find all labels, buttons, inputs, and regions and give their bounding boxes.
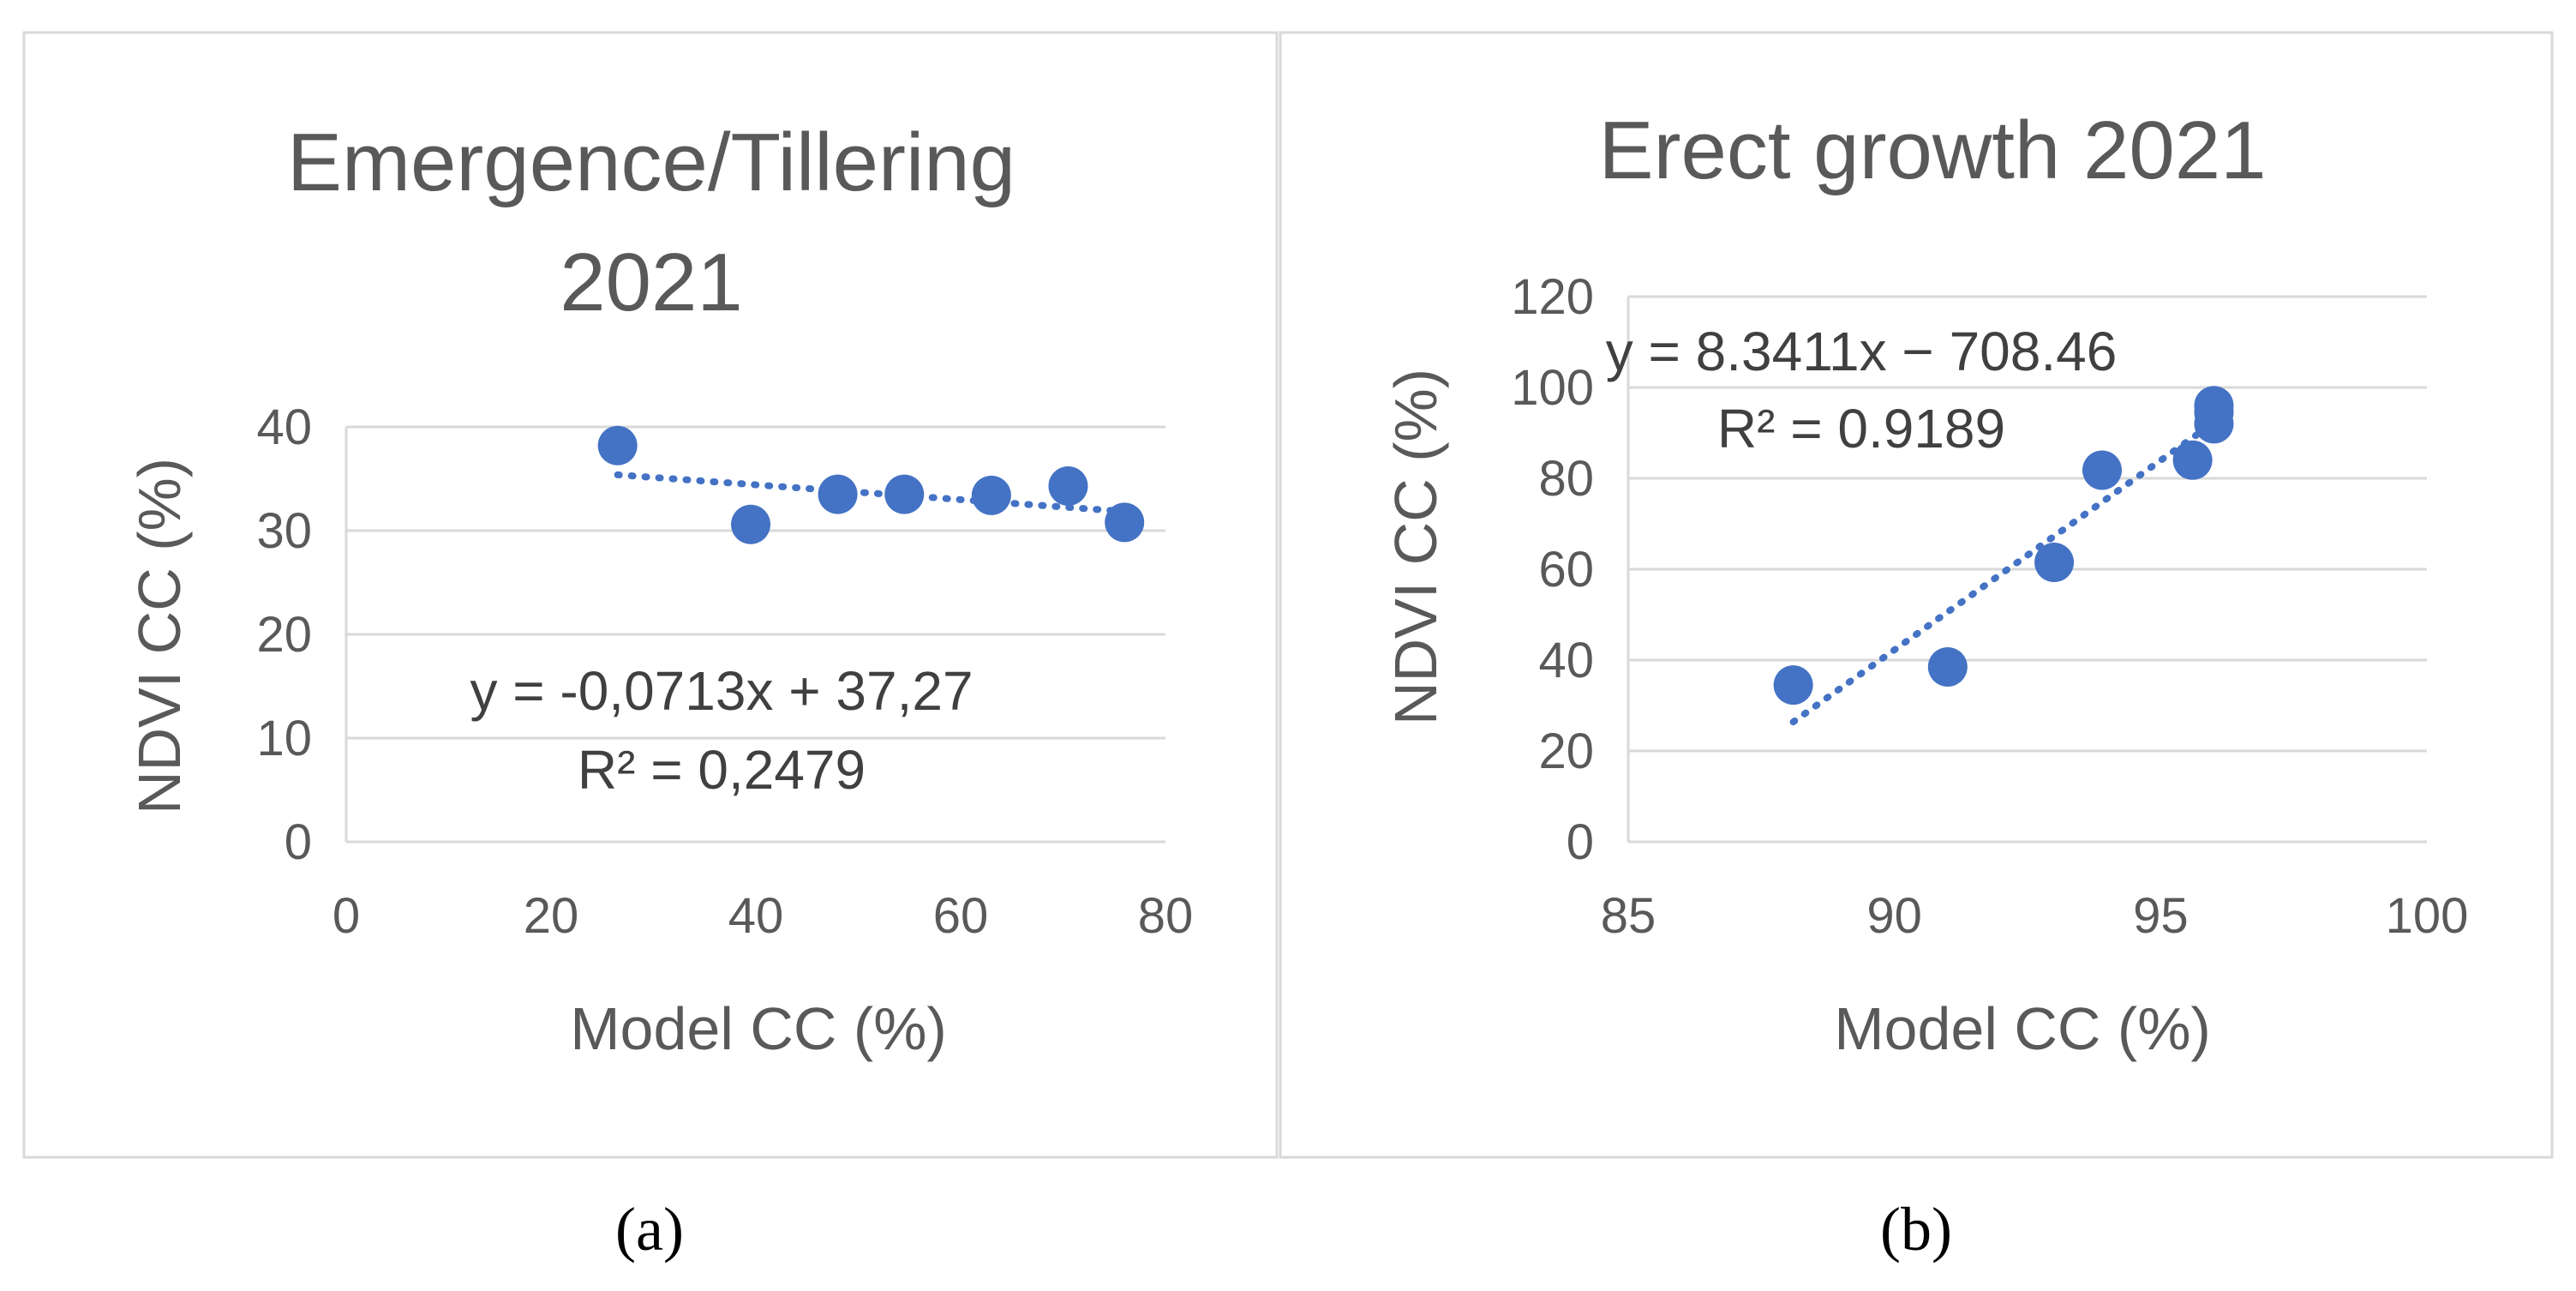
caption-b: (b) — [1880, 1195, 1952, 1264]
data-point-b-7 — [2194, 386, 2234, 426]
y-tick-label-b-2: 40 — [1538, 633, 1594, 688]
y-tick-label-a-3: 30 — [256, 503, 312, 559]
chart-frame-b — [1279, 31, 2554, 1159]
trendline-a — [614, 471, 1129, 515]
trendline-b — [1789, 418, 2218, 726]
x-tick-label-b-1: 90 — [1866, 888, 1922, 944]
caption-a: (a) — [615, 1195, 684, 1264]
data-point-a-4 — [971, 475, 1011, 515]
data-point-a-5 — [1048, 465, 1088, 506]
trendline-equation-a: y = -0,0713x + 37,27 — [470, 660, 973, 722]
plot-area-a: 0 10 20 30 40 0 20 40 60 80 — [256, 399, 1193, 944]
y-tick-label-a-2: 20 — [256, 607, 312, 663]
x-tick-label-a-2: 40 — [728, 888, 784, 944]
data-point-a-6 — [1105, 502, 1145, 543]
x-tick-label-b-2: 95 — [2133, 888, 2189, 944]
data-point-b-4 — [2172, 440, 2213, 480]
y-tick-label-b-5: 100 — [1511, 360, 1594, 416]
data-point-b-2 — [2034, 543, 2075, 583]
chart-title-a-line1: Emergence/Tillering — [287, 117, 1015, 208]
data-point-b-3 — [2082, 450, 2122, 490]
x-axis-title-a: Model CC (%) — [570, 995, 947, 1062]
y-tick-label-b-3: 60 — [1538, 542, 1594, 597]
y-axis-title-a: NDVI CC (%) — [126, 458, 193, 814]
trendline-r-squared-a: R² = 0,2479 — [578, 739, 866, 801]
x-axis-title-b: Model CC (%) — [1834, 995, 2211, 1062]
y-tick-label-b-1: 20 — [1538, 724, 1594, 779]
y-tick-label-b-6: 120 — [1511, 269, 1594, 325]
x-tick-label-a-0: 0 — [332, 888, 360, 944]
x-tick-label-b-0: 85 — [1601, 888, 1656, 944]
x-tick-label-b-3: 100 — [2386, 888, 2469, 944]
data-point-a-1 — [731, 504, 771, 544]
x-tick-label-a-1: 20 — [524, 888, 579, 944]
chart-title-a-line2: 2021 — [560, 237, 743, 328]
chart-frame-a — [22, 31, 1279, 1159]
y-tick-label-a-4: 40 — [256, 399, 312, 455]
data-point-a-0 — [597, 425, 638, 465]
data-point-b-1 — [1927, 646, 1968, 687]
plot-area-b: 0 20 40 60 80 100 120 85 90 95 100 — [1511, 269, 2468, 944]
trendline-r-squared-b: R² = 0.9189 — [1717, 398, 2005, 459]
data-point-b-0 — [1773, 665, 1813, 706]
y-tick-label-b-4: 80 — [1538, 451, 1594, 507]
x-tick-label-a-3: 60 — [933, 888, 989, 944]
chart-panel-a: Emergence/Tillering 2021 0 10 20 30 40 0 20 40 6… — [22, 31, 1279, 1159]
data-point-a-3 — [884, 474, 925, 514]
chart-panel-b: Erect growth 2021 0 20 40 60 80 100 120 85 90 95 1… — [1279, 31, 2554, 1159]
trendline-equation-b: y = 8.3411x − 708.46 — [1606, 321, 2118, 382]
y-tick-label-a-0: 0 — [285, 814, 312, 870]
chart-title-b: Erect growth 2021 — [1598, 105, 2266, 196]
y-tick-label-b-0: 0 — [1567, 814, 1594, 870]
y-axis-title-b: NDVI CC (%) — [1382, 369, 1449, 725]
data-point-a-2 — [818, 474, 858, 514]
x-tick-label-a-4: 80 — [1138, 888, 1194, 944]
y-tick-label-a-1: 10 — [256, 711, 312, 766]
